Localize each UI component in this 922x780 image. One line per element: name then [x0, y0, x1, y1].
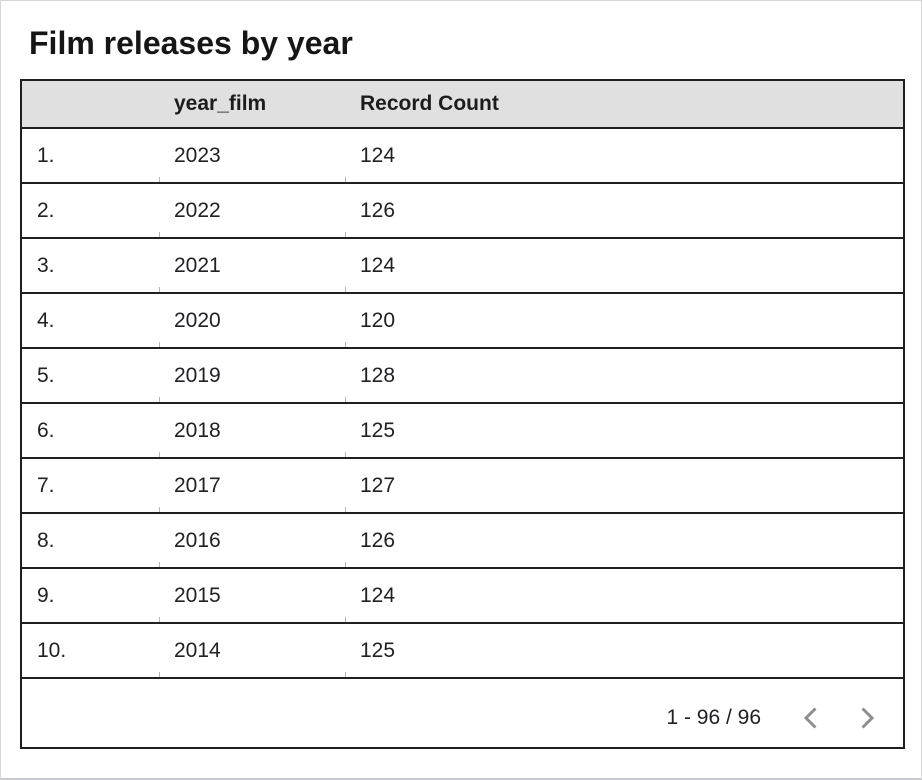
- chevron-right-icon[interactable]: [859, 705, 877, 731]
- row-number-cell: 5.: [22, 348, 159, 404]
- header-cell-record-count[interactable]: Record Count: [345, 81, 903, 129]
- year-film-cell: 2017: [159, 458, 345, 514]
- table-body: 1. 2023 124 2. 2022 126 3. 2021 124 4. 2020 120 5. 20…: [22, 128, 903, 679]
- record-count-cell: 125: [345, 623, 903, 679]
- record-count-cell: 124: [345, 238, 903, 294]
- table-row: 1. 2023 124: [22, 128, 903, 184]
- year-film-cell: 2020: [159, 293, 345, 349]
- row-number-cell: 9.: [22, 568, 159, 624]
- table-row: 9. 2015 124: [22, 568, 903, 624]
- table-row: 6. 2018 125: [22, 403, 903, 459]
- row-number-cell: 1.: [22, 128, 159, 184]
- table-row: 7. 2017 127: [22, 458, 903, 514]
- chevron-left-icon[interactable]: [801, 705, 819, 731]
- record-count-cell: 126: [345, 183, 903, 239]
- year-film-cell: 2022: [159, 183, 345, 239]
- record-count-cell: 120: [345, 293, 903, 349]
- row-number-cell: 7.: [22, 458, 159, 514]
- record-count-cell: 128: [345, 348, 903, 404]
- year-film-cell: 2018: [159, 403, 345, 459]
- year-film-cell: 2016: [159, 513, 345, 569]
- row-number-cell: 3.: [22, 238, 159, 294]
- record-count-cell: 127: [345, 458, 903, 514]
- page-title: Film releases by year: [29, 25, 353, 61]
- table-row: 3. 2021 124: [22, 238, 903, 294]
- header-cell-year-film[interactable]: year_film: [159, 81, 345, 129]
- year-film-cell: 2021: [159, 238, 345, 294]
- header-cell-row-number: [22, 81, 159, 129]
- year-film-cell: 2014: [159, 623, 345, 679]
- record-count-cell: 124: [345, 128, 903, 184]
- table-card: year_film Record Count 1. 2023 124 2. 2022 12…: [20, 79, 905, 749]
- record-count-cell: 126: [345, 513, 903, 569]
- pagination-range-label: 1 - 96 / 96: [666, 706, 761, 729]
- row-number-cell: 10.: [22, 623, 159, 679]
- table-row: 10. 2014 125: [22, 623, 903, 679]
- row-number-cell: 6.: [22, 403, 159, 459]
- table-row: 4. 2020 120: [22, 293, 903, 349]
- year-film-cell: 2019: [159, 348, 345, 404]
- header-row: year_film Record Count: [22, 81, 903, 129]
- row-number-cell: 2.: [22, 183, 159, 239]
- table-row: 5. 2019 128: [22, 348, 903, 404]
- pagination-bar: 1 - 96 / 96: [22, 679, 903, 747]
- record-count-cell: 125: [345, 403, 903, 459]
- row-number-cell: 8.: [22, 513, 159, 569]
- table-row: 8. 2016 126: [22, 513, 903, 569]
- year-film-cell: 2023: [159, 128, 345, 184]
- year-film-cell: 2015: [159, 568, 345, 624]
- data-table: year_film Record Count 1. 2023 124 2. 2022 12…: [22, 81, 903, 679]
- record-count-cell: 124: [345, 568, 903, 624]
- table-row: 2. 2022 126: [22, 183, 903, 239]
- row-number-cell: 4.: [22, 293, 159, 349]
